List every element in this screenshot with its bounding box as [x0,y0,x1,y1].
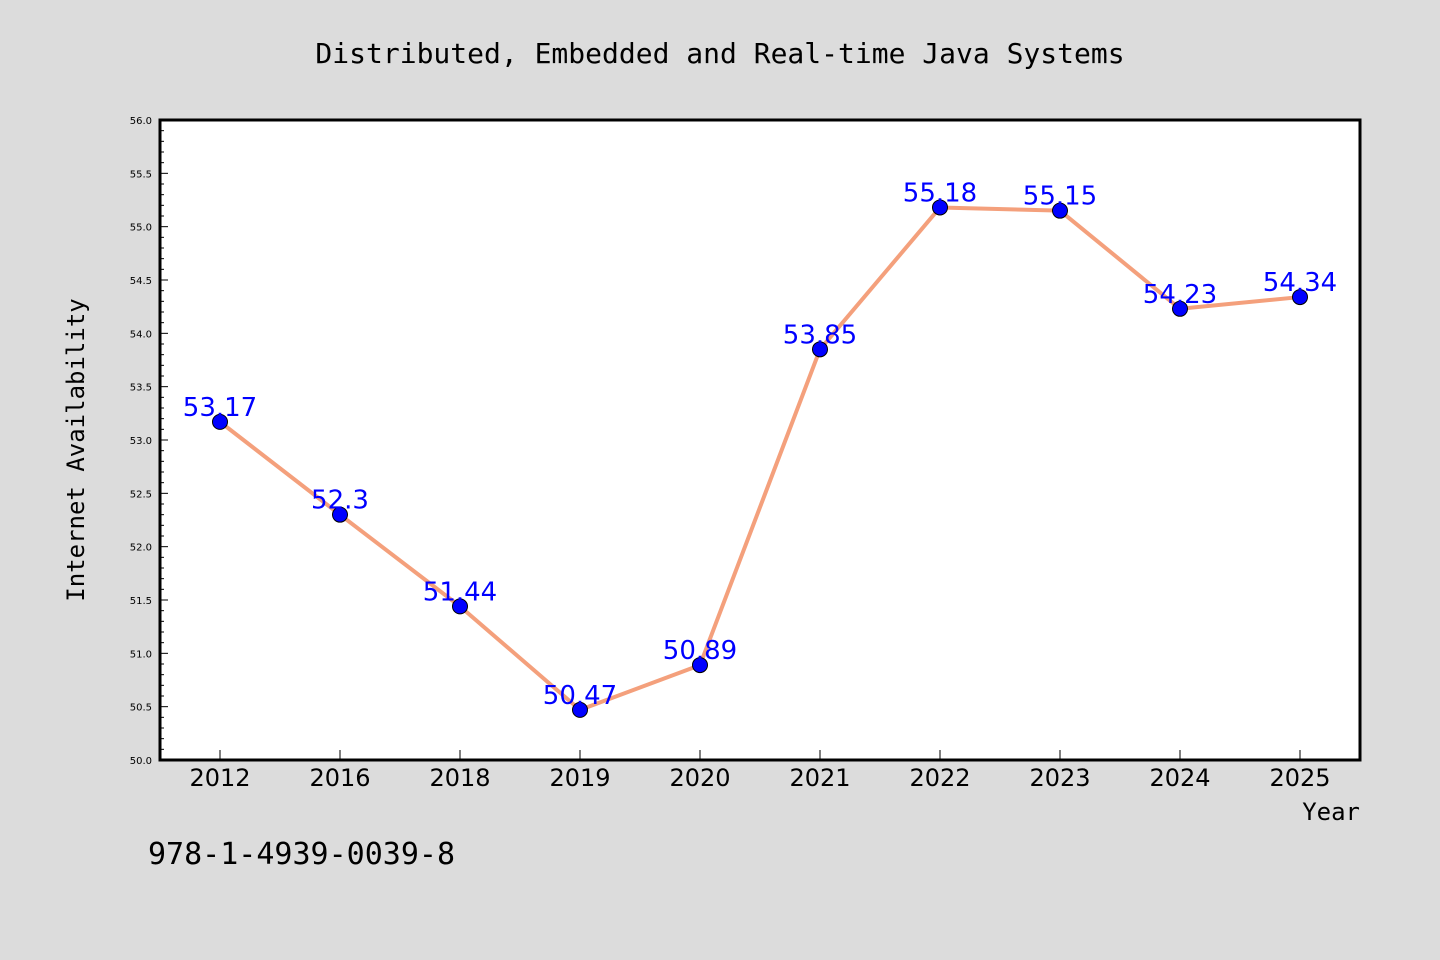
data-point [812,341,828,358]
y-tick-label: 50.5 [130,703,152,714]
x-tick-label: 2012 [189,764,250,792]
x-tick-label: 2025 [1269,764,1330,792]
data-label: 55.18 [903,178,977,208]
data-label: 53.85 [783,320,857,350]
data-point [1052,202,1068,219]
data-point [932,199,948,216]
y-tick-label: 51.0 [130,649,152,660]
data-point [212,413,228,430]
data-label: 53.17 [183,393,257,423]
y-tick-label: 56.0 [130,116,152,127]
data-point [332,506,348,523]
x-tick-label: 2024 [1149,764,1210,792]
data-point [692,657,708,674]
y-tick-label: 51.5 [130,596,152,607]
x-tick-label: 2021 [789,764,850,792]
footnote: 978-1-4939-0039-8 [148,837,455,872]
y-tick-label: 50.0 [130,756,152,767]
data-label: 52.3 [311,486,369,516]
x-tick-label: 2023 [1029,764,1090,792]
y-tick-label: 52.0 [130,543,152,554]
data-label: 50.47 [543,681,617,711]
series-layer: 53.17 52.3 51.44 50.47 50.89 53.85 55.18 55.15 5… [183,178,1337,718]
x-tick-label: 2016 [309,764,370,792]
data-label: 54.34 [1263,268,1337,298]
y-tick-label: 53.5 [130,383,152,394]
x-axis: 2012 2016 2018 2019 2020 2021 2022 2023 2024 2025 [189,750,1331,792]
data-label: 55.15 [1023,182,1097,212]
data-label: 50.89 [663,636,737,666]
data-point [572,701,588,718]
x-axis-label: Year [1302,798,1360,826]
y-axis-label: Internet Availability [62,298,90,601]
data-point [1292,289,1308,306]
data-label: 54.23 [1143,280,1217,310]
plot-frame [158,118,1362,762]
x-tick-label: 2018 [429,764,490,792]
data-point [1172,300,1188,317]
data-label: 51.44 [423,577,497,607]
data-point [452,598,468,615]
x-tick-label: 2019 [549,764,610,792]
y-tick-label: 52.5 [130,489,152,500]
y-tick-label: 55.5 [130,169,152,180]
y-tick-label: 55.0 [130,223,152,234]
y-axis: 50.0 50.5 51.0 51.5 52.0 52.5 53.0 53.5 54.0 54.5… [130,116,168,767]
x-tick-label: 2022 [909,764,970,792]
y-tick-label: 53.0 [130,436,152,447]
y-tick-label: 54.5 [130,276,152,287]
series-line [218,205,1302,712]
x-tick-label: 2020 [669,764,730,792]
plot-area [160,120,1360,760]
chart-title: Distributed, Embedded and Real-time Java… [315,37,1124,70]
y-tick-label: 54.0 [130,329,152,340]
